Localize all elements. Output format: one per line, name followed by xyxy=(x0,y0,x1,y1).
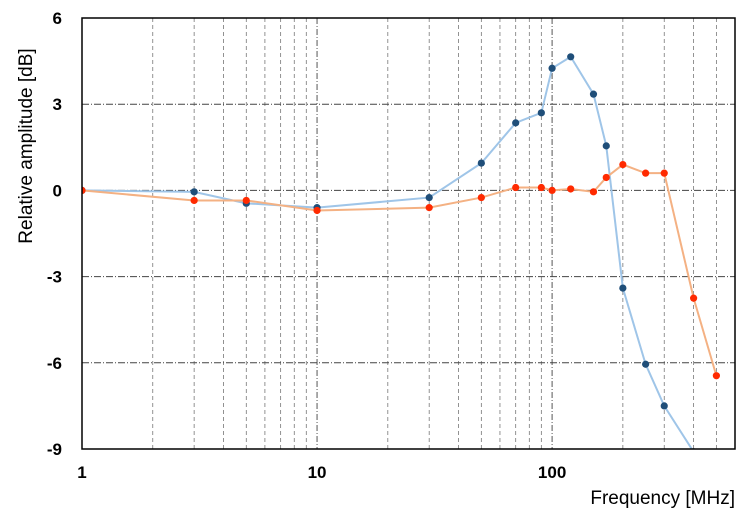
y-tick-label: -6 xyxy=(47,354,62,373)
data-point xyxy=(619,160,627,169)
series-1 xyxy=(82,53,696,449)
data-point xyxy=(548,186,556,194)
series-layer xyxy=(82,53,720,449)
series-2 xyxy=(82,160,720,380)
data-point xyxy=(537,109,545,117)
y-axis-title: Relative amplitude [dB] xyxy=(16,48,37,243)
data-point xyxy=(548,64,556,72)
y-tick-label: 3 xyxy=(53,95,62,114)
data-point xyxy=(190,196,198,205)
data-point xyxy=(602,173,610,182)
data-point xyxy=(425,193,433,202)
x-axis-title: Frequency [MHz] xyxy=(590,488,735,509)
x-tick-label: 1 xyxy=(77,463,86,482)
y-tick-label: 0 xyxy=(53,181,62,200)
y-tick-label: -3 xyxy=(47,268,62,287)
data-point xyxy=(537,183,545,192)
data-point xyxy=(82,186,86,194)
data-point xyxy=(477,159,485,167)
data-point xyxy=(242,196,250,205)
x-tick-label: 10 xyxy=(308,463,327,482)
data-point xyxy=(642,169,650,177)
y-tick-label: -9 xyxy=(47,440,62,459)
tick-labels: 6 3 0 -3 -6 -9 1 10 100 xyxy=(47,9,566,482)
x-tick-label: 100 xyxy=(538,463,566,482)
data-point xyxy=(660,169,668,177)
data-point xyxy=(313,206,321,215)
data-point xyxy=(660,402,668,410)
data-point xyxy=(512,183,520,192)
data-point xyxy=(642,360,650,368)
data-point xyxy=(690,294,698,302)
data-point xyxy=(619,284,627,292)
data-point xyxy=(567,185,575,193)
data-point xyxy=(425,204,433,212)
data-point xyxy=(567,53,575,61)
grid xyxy=(82,18,736,449)
data-point xyxy=(712,372,720,380)
data-point xyxy=(589,188,598,196)
data-point xyxy=(512,119,520,127)
data-point xyxy=(589,90,598,98)
plot-frame xyxy=(81,17,736,450)
data-point xyxy=(190,188,198,196)
data-point xyxy=(602,142,610,150)
data-point xyxy=(477,193,485,202)
y-tick-label: 6 xyxy=(53,9,62,28)
